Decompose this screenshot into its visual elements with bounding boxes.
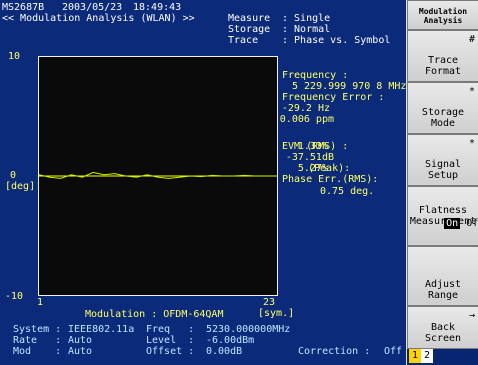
adjust-range-label: Adjust Range — [424, 279, 462, 301]
x-axis-unit: [sym.] — [258, 308, 295, 319]
frequency-error-label: Frequency Error : — [282, 92, 385, 103]
rate-label: Rate : — [13, 335, 62, 346]
level-value: -6.00dBm — [206, 335, 255, 346]
y-axis-zero-label: 0 — [10, 170, 17, 181]
plot-canvas — [39, 171, 277, 179]
screen-title: << Modulation Analysis (WLAN) >> — [2, 13, 195, 24]
x-axis-start-label: 1 — [37, 297, 44, 308]
freq-value: 5230.000000MHz — [206, 324, 291, 335]
menu-title-text: Modulation Analysis — [418, 7, 468, 25]
flatness-off-option: Off — [466, 218, 478, 229]
evm-rms-label: EVM (RMS) : — [282, 141, 349, 152]
flatness-measurement-button[interactable]: Flatness Measurement On Off — [407, 186, 478, 246]
correction-label: Correction : — [298, 346, 371, 357]
storage-label: Storage — [228, 24, 271, 35]
evm-peak-label: (Peak): — [308, 163, 351, 174]
level-label: Level : — [146, 335, 195, 346]
back-screen-label: Back Screen — [424, 322, 462, 344]
storage-mode-label: Storage Mode — [421, 107, 465, 129]
frequency-error-hz: -29.2 Hz — [281, 103, 330, 114]
signal-setup-label: Signal Setup — [424, 159, 462, 181]
softkey-panel: Modulation Analysis # Trace Format * Sto… — [406, 0, 478, 365]
phase-vs-symbol-plot — [38, 56, 278, 296]
frequency-value: 5 229.999 970 8 MHz — [292, 81, 407, 92]
flatness-measurement-label: Flatness Measurement — [409, 205, 477, 227]
phase-error-label: Phase Err.(RMS): — [282, 174, 379, 185]
adjust-range-button[interactable]: Adjust Range — [407, 246, 478, 306]
flatness-onoff: On Off — [408, 207, 478, 240]
hash-mark-icon: # — [468, 34, 475, 45]
page-1-indicator[interactable]: 1 — [409, 349, 422, 363]
evm-peak-percent: 5.27% — [297, 163, 328, 174]
evm-rms-percent: 1.33% — [297, 141, 328, 152]
correction-value: Off — [384, 346, 403, 357]
storage-value: : Normal — [282, 24, 331, 35]
frequency-error-ppm: -0.006 ppm — [273, 114, 334, 125]
offset-value: 0.00dB — [206, 346, 243, 357]
trace-format-button[interactable]: # Trace Format — [407, 30, 478, 82]
modulation-label: Modulation : OFDM-64QAM — [85, 309, 224, 320]
page-2-indicator[interactable]: 2 — [421, 349, 434, 363]
arrow-right-icon: → — [468, 310, 475, 321]
y-axis-unit: [deg] — [5, 181, 36, 192]
softkey-menu-title: Modulation Analysis — [407, 0, 478, 30]
trace-format-label: Trace Format — [424, 55, 462, 77]
time: 18:49:43 — [133, 2, 182, 13]
storage-mode-button[interactable]: * Storage Mode — [407, 82, 478, 134]
system-value: IEEE802.11a — [68, 324, 135, 335]
y-axis-top-label: 10 — [8, 51, 21, 62]
measurement-screen: MS2687B 2003/05/23 18:49:43 << Modulatio… — [2, 2, 407, 357]
offset-label: Offset : — [146, 346, 195, 357]
mod-value: Auto — [68, 346, 93, 357]
asterisk-mark-icon: * — [468, 138, 475, 149]
back-screen-button[interactable]: → Back Screen — [407, 306, 478, 349]
y-axis-bottom-label: -10 — [5, 291, 24, 302]
freq-label: Freq : — [146, 324, 195, 335]
mod-label: Mod : — [13, 346, 62, 357]
trace-value: : Phase vs. Symbol — [282, 35, 391, 46]
asterisk-mark-icon: * — [468, 86, 475, 97]
date: 2003/05/23 — [62, 2, 123, 13]
measure-value: : Single — [282, 13, 331, 24]
phase-error-value: 0.75 deg. — [320, 186, 375, 197]
system-label: System : — [13, 324, 62, 335]
measure-label: Measure — [228, 13, 271, 24]
phase-trace-line — [39, 171, 277, 179]
model-name: MS2687B — [2, 2, 45, 13]
frequency-label: Frequency : — [282, 70, 349, 81]
x-axis-end-label: 23 — [263, 297, 276, 308]
signal-setup-button[interactable]: * Signal Setup — [407, 134, 478, 186]
rate-value: Auto — [68, 335, 93, 346]
trace-label: Trace — [228, 35, 259, 46]
evm-rms-db: -37.51dB — [285, 152, 334, 163]
flatness-on-option: On — [444, 218, 461, 229]
